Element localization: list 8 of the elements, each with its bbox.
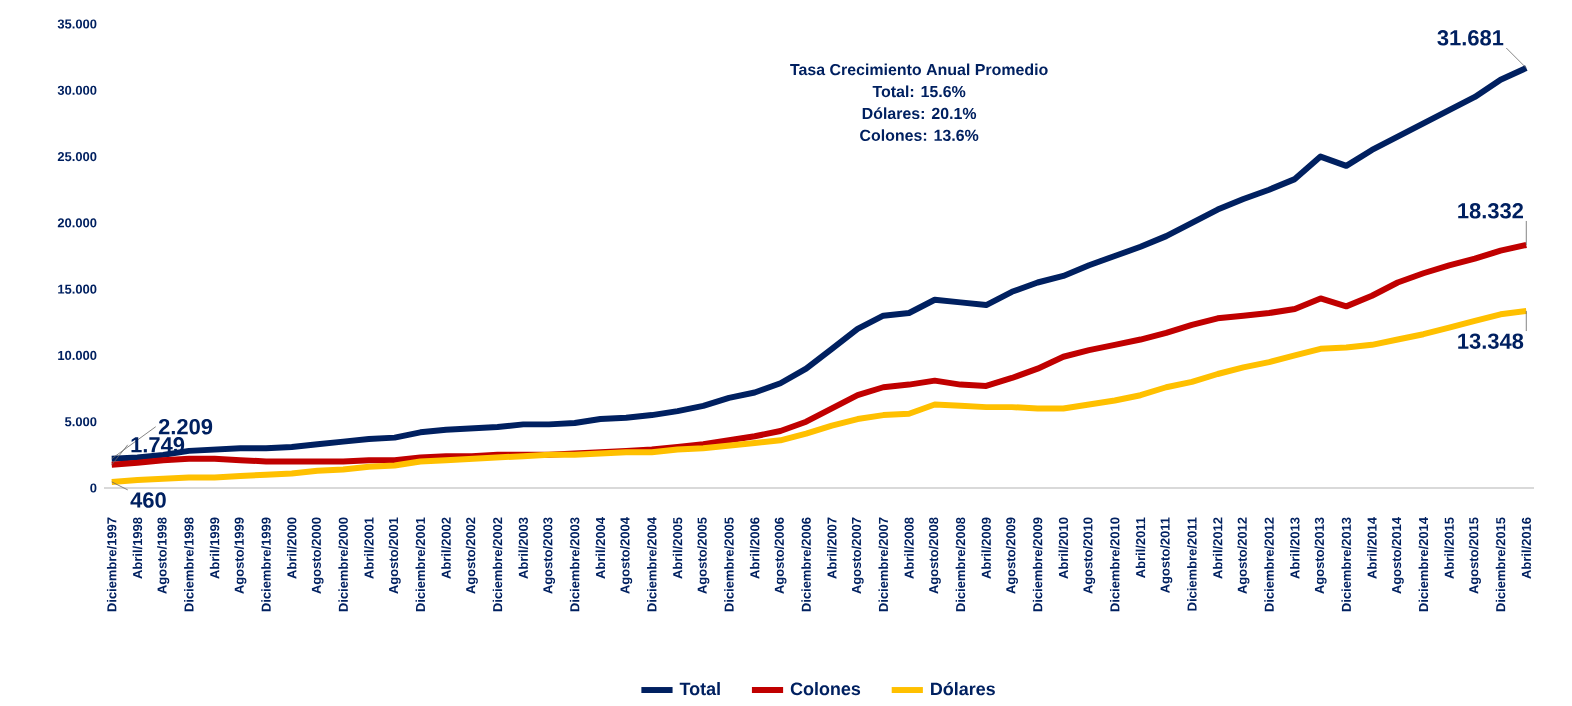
annotation: 31.681 (1437, 30, 1504, 46)
annotation: 18.332 (1458, 203, 1524, 219)
annotation: 13.348 (1458, 333, 1524, 349)
legend-label: Colones (790, 682, 861, 696)
annotation: 460 (130, 492, 166, 508)
legend-label: Total (679, 682, 720, 696)
annotation: 2.209 (158, 418, 213, 435)
legend-label: Dólares (931, 681, 995, 696)
